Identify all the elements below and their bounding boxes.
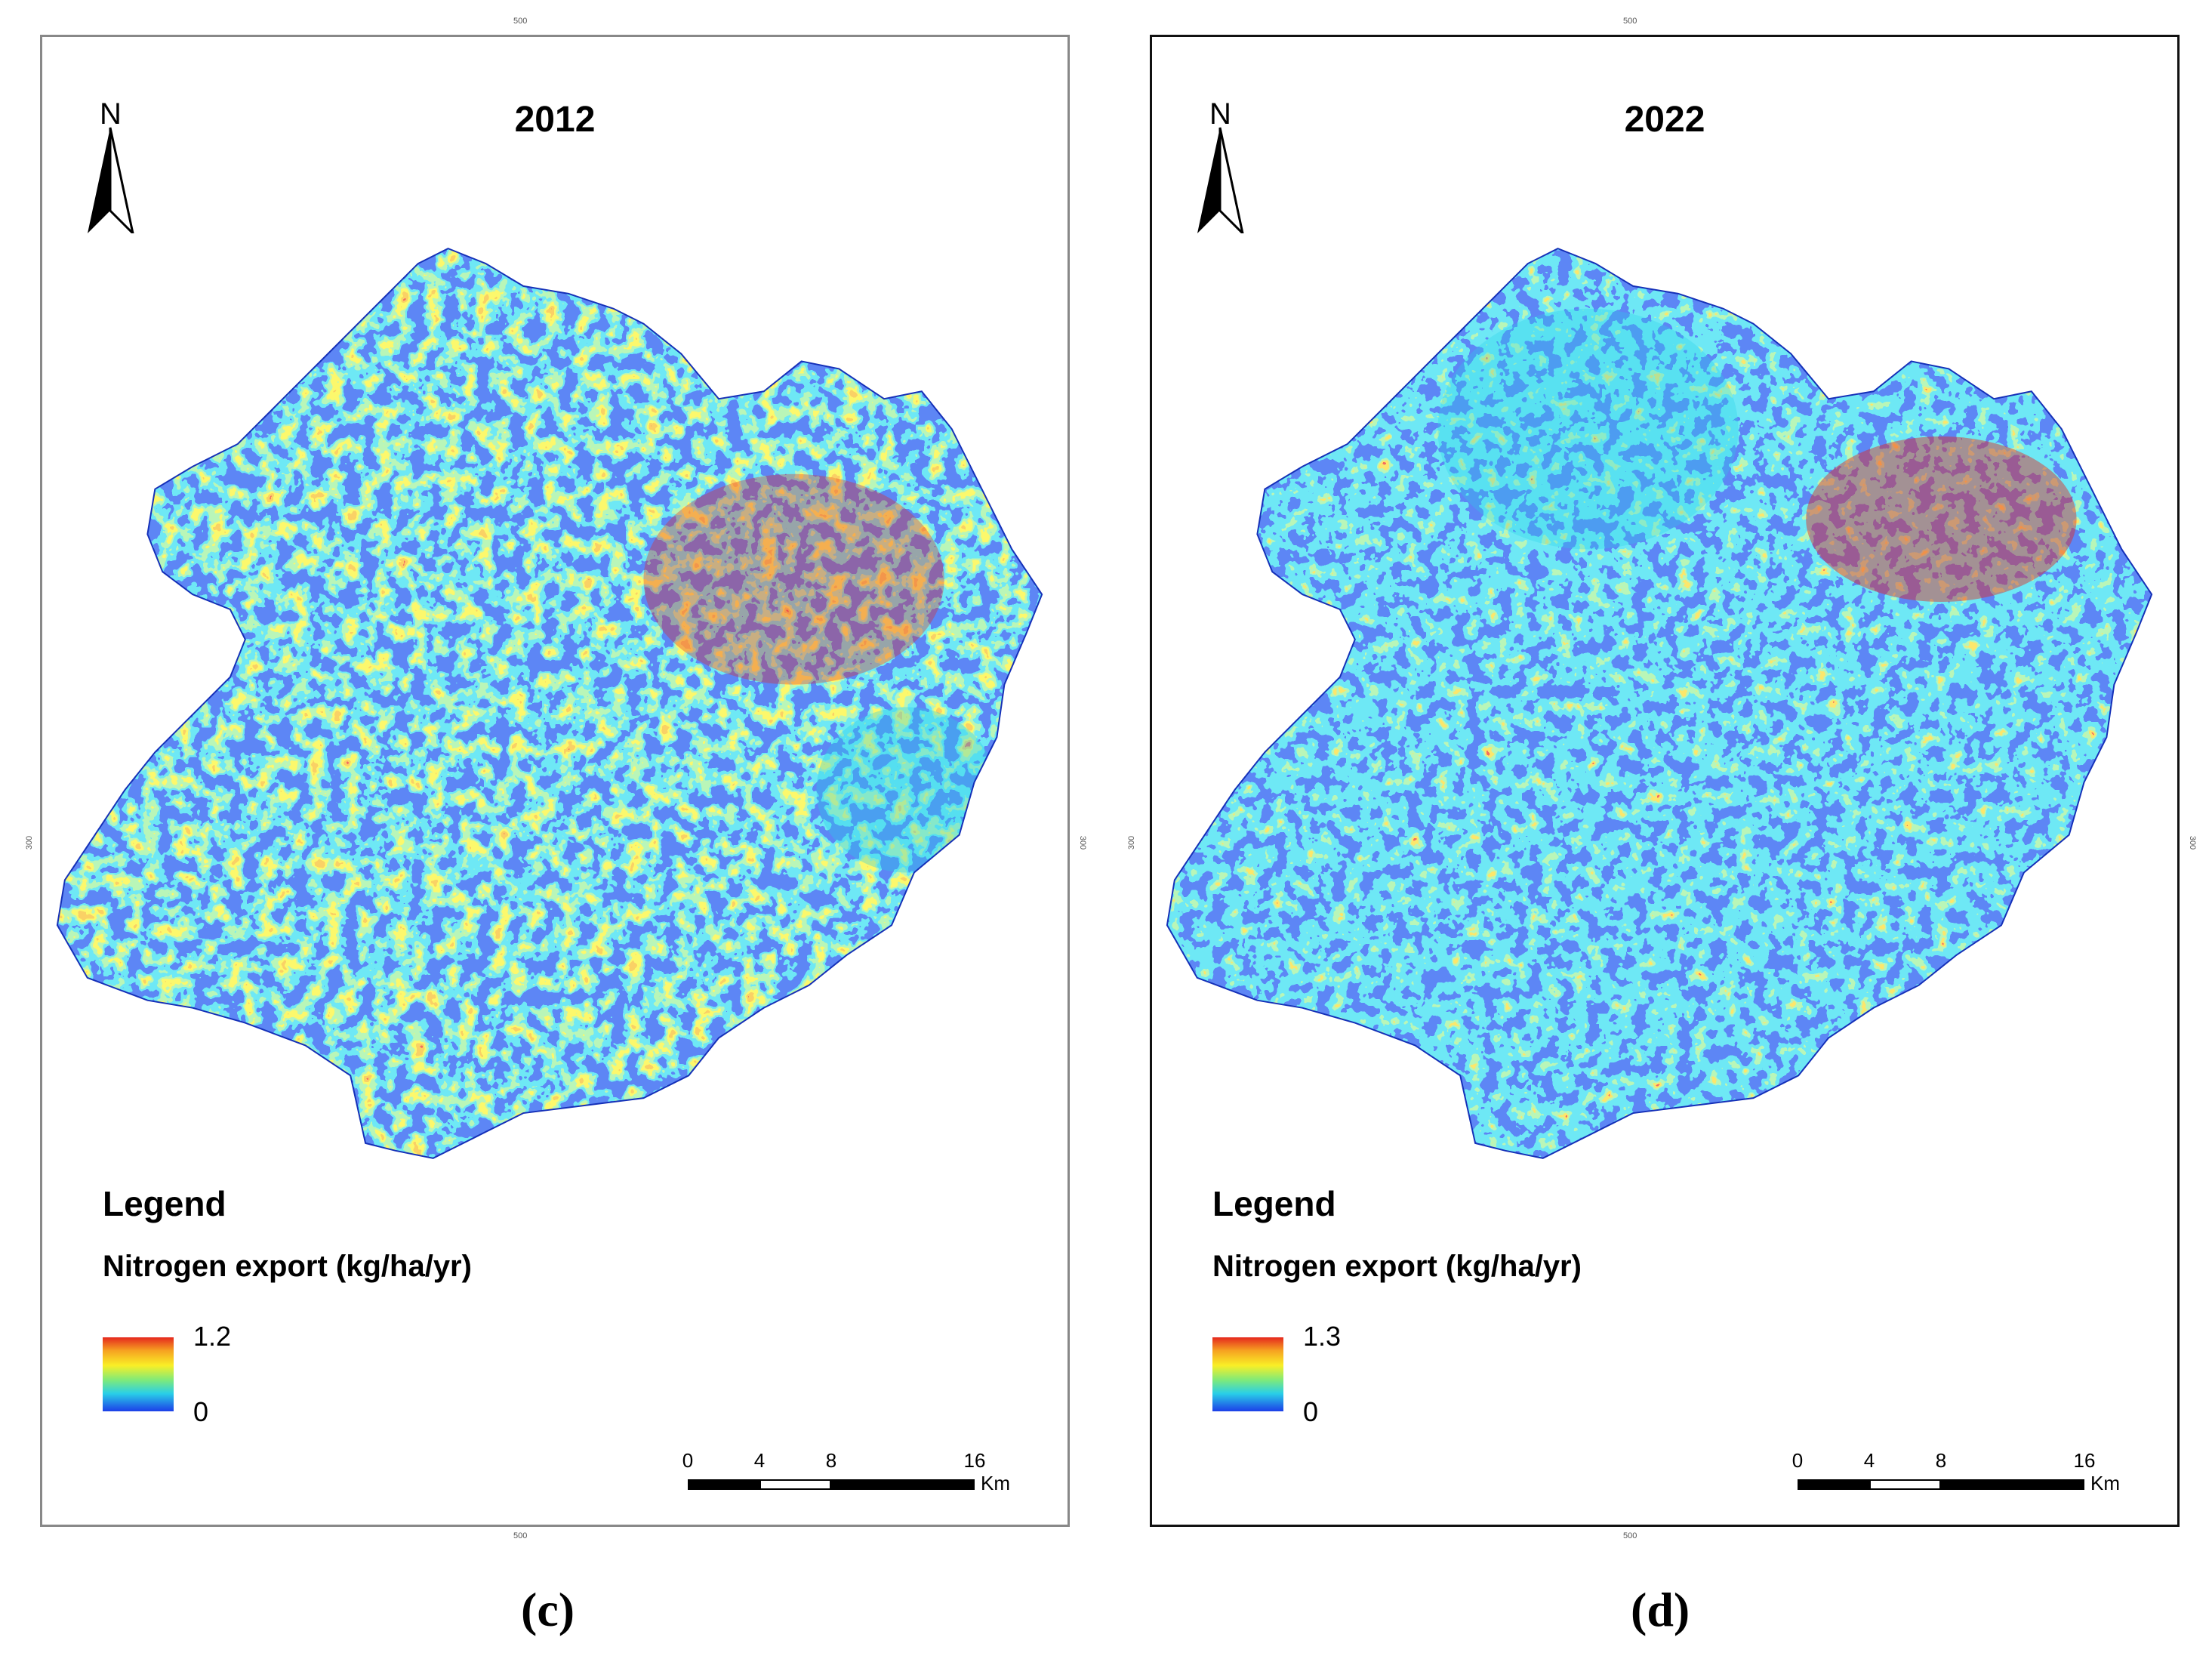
legend-color-ramp	[103, 1337, 174, 1411]
scale-unit: Km	[981, 1472, 1010, 1494]
legend-title: Legend	[1212, 1184, 1336, 1223]
panel-caption: (d)	[1631, 1583, 1690, 1636]
scale-segment	[759, 1479, 831, 1490]
legend-min-value: 0	[1303, 1396, 1319, 1427]
coordinate-label-right: 300	[2188, 835, 2198, 850]
legend-variable-label: Nitrogen export (kg/ha/yr)	[103, 1250, 472, 1283]
map-title-year: 2022	[1624, 100, 1705, 140]
scale-label: 0	[1791, 1449, 1804, 1472]
panel-caption: (c)	[521, 1583, 575, 1636]
coordinate-label-top: 500	[513, 17, 528, 26]
north-arrow-icon	[1197, 127, 1244, 233]
scale-segment	[1869, 1479, 1941, 1490]
scale-label: 4	[1863, 1449, 1875, 1472]
legend-min-value: 0	[193, 1396, 209, 1427]
legend-variable-label: Nitrogen export (kg/ha/yr)	[1212, 1250, 1582, 1283]
scale-segment	[688, 1479, 759, 1490]
scale-bar: 0 4 8 16 Km	[682, 1449, 1010, 1494]
map-panel-2022: 2022 N Legend Nitrogen export (kg/ha/yr)…	[1150, 35, 2180, 1527]
scale-segment	[1941, 1479, 2084, 1490]
north-arrow-icon	[88, 127, 134, 233]
scale-label: 16	[963, 1449, 986, 1472]
coordinate-label-bottom: 500	[513, 1531, 528, 1540]
map-title-year: 2012	[514, 100, 596, 140]
scale-label: 4	[753, 1449, 766, 1472]
map-panel-2012: 2012 N Legend Nitrogen export (kg/ha/yr)…	[40, 35, 1070, 1527]
coordinate-label-bottom: 500	[1623, 1531, 1637, 1540]
north-label: N	[1209, 97, 1231, 131]
scale-unit: Km	[2090, 1472, 2120, 1494]
scale-label: 0	[682, 1449, 694, 1472]
coordinate-label-top: 500	[1623, 17, 1637, 26]
scale-label: 8	[825, 1449, 837, 1472]
scale-segment	[831, 1479, 975, 1490]
scale-label: 16	[2073, 1449, 2096, 1472]
scale-label: 8	[1935, 1449, 1947, 1472]
nitrogen-export-map-2012	[56, 248, 1043, 1159]
coordinate-label-left: 300	[1127, 835, 1137, 850]
nitrogen-export-map-2022	[1166, 248, 2153, 1159]
scale-bar: 0 4 8 16 Km	[1792, 1449, 2120, 1494]
coordinate-label-left: 300	[25, 835, 35, 850]
legend-max-value: 1.3	[1303, 1321, 1342, 1352]
legend-max-value: 1.2	[193, 1321, 232, 1352]
legend-color-ramp	[1212, 1337, 1283, 1411]
north-label: N	[100, 97, 122, 131]
coordinate-label-right: 300	[1078, 835, 1088, 850]
scale-segment	[1798, 1479, 1869, 1490]
legend-title: Legend	[103, 1184, 226, 1223]
